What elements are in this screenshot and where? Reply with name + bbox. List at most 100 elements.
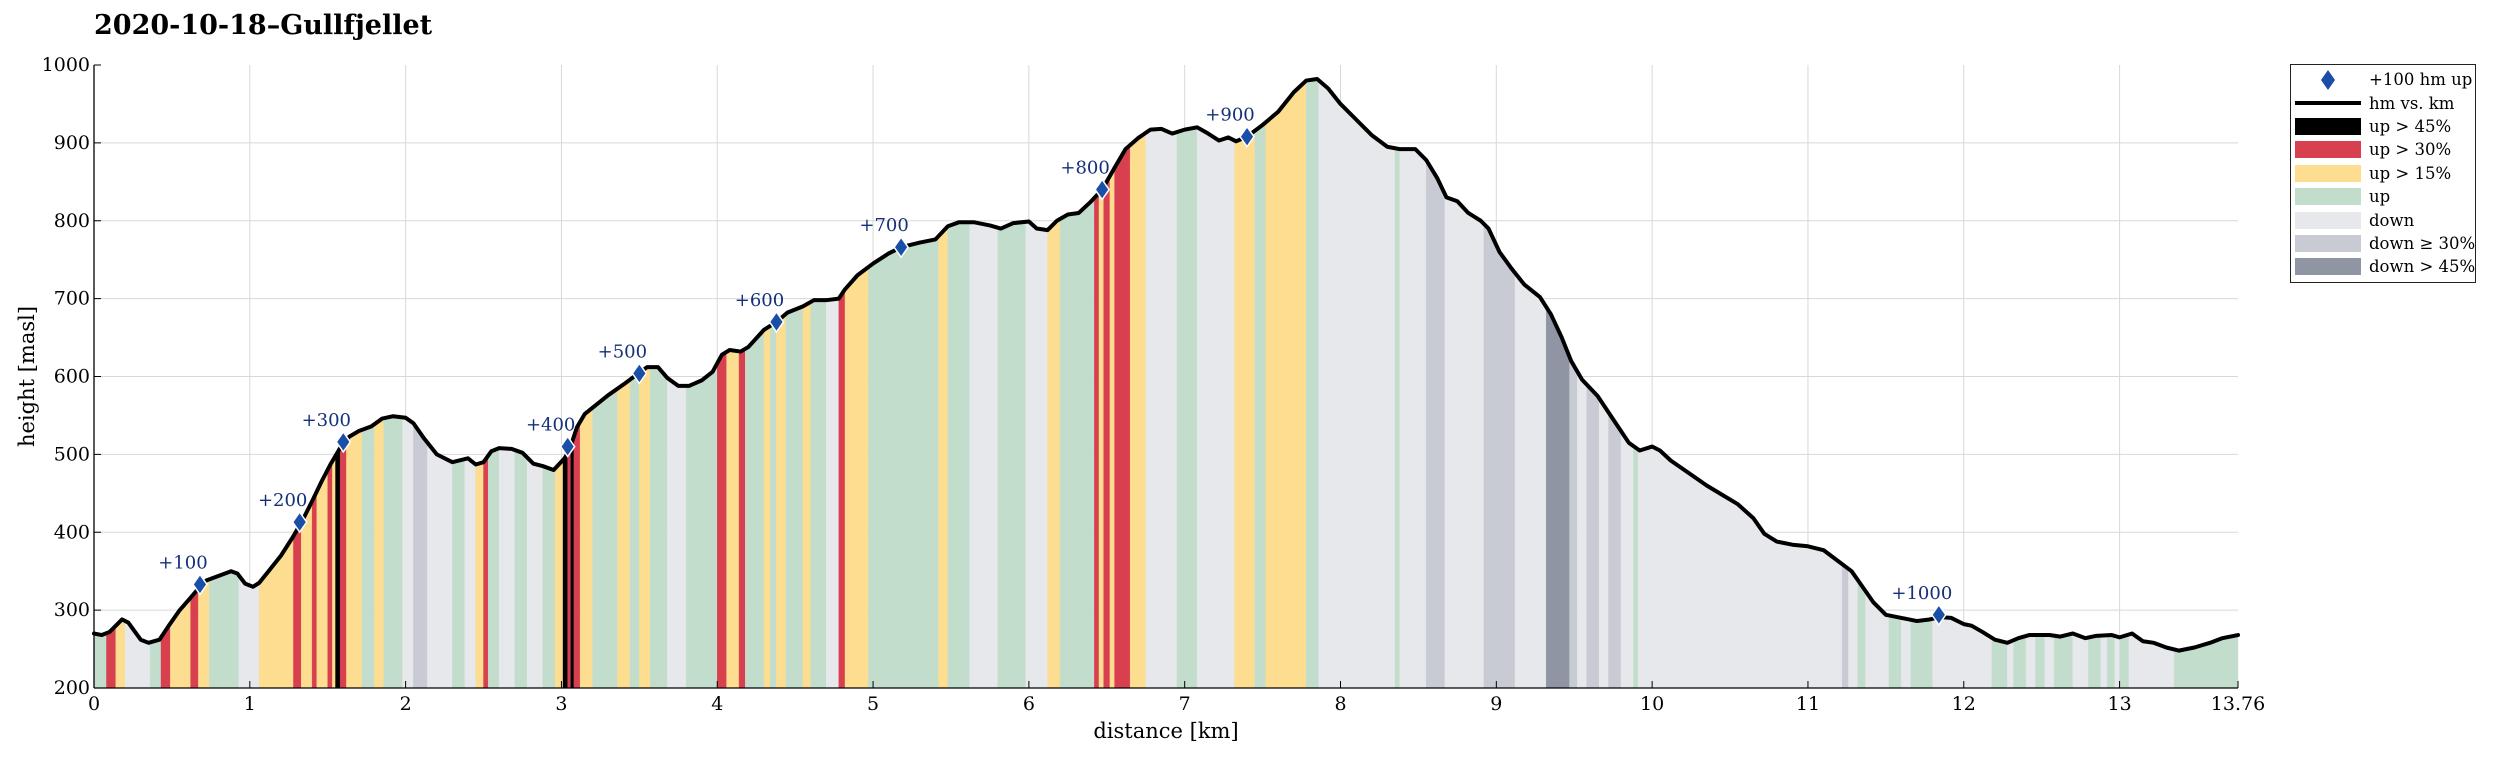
segment-up [514, 449, 528, 689]
marker-label: +900 [1205, 105, 1254, 126]
segment-up-30 [1103, 175, 1111, 689]
segment-up-30 [106, 625, 117, 689]
segment-up [1910, 619, 1921, 689]
elevation-line [92, 77, 2240, 653]
segment-up [1075, 197, 1095, 689]
segment-up [868, 235, 939, 689]
segment-up-15 [555, 459, 564, 689]
segment-down-30 [413, 422, 428, 689]
segment-up-30 [1114, 144, 1131, 689]
segment-up-30 [311, 491, 318, 689]
x-tick-label: 11 [1796, 693, 1820, 715]
segment-up [488, 447, 500, 689]
x-tick-label: 8 [1334, 693, 1346, 715]
segment-up [2088, 635, 2102, 689]
legend-label: up > 45% [2369, 116, 2452, 136]
segment-down [2025, 634, 2036, 689]
segment-up-15 [1234, 130, 1256, 689]
legend-item: hm vs. km [2291, 91, 2475, 114]
segment-down [1848, 568, 1859, 689]
segment-up-15 [316, 469, 328, 689]
marker-diamond [631, 362, 648, 385]
segment-up [1857, 579, 1866, 689]
legend-label: down [2369, 210, 2415, 230]
segment-up-15 [374, 417, 385, 689]
x-tick-label: 13.76 [2211, 693, 2265, 715]
legend-item: down > 45% [2291, 255, 2475, 278]
segment-up [997, 221, 1026, 689]
legend-line-swatch [2295, 95, 2361, 112]
segment-up-15 [198, 579, 210, 689]
legend-swatch-up [2295, 188, 2361, 206]
marker-label: +300 [302, 410, 351, 431]
segment-up-15 [346, 429, 363, 689]
segment-up-45 [335, 447, 341, 689]
segment-down [1577, 370, 1587, 689]
marker-diamond [1094, 178, 1111, 201]
segment-up [542, 465, 556, 689]
segment-up [592, 388, 618, 689]
segment-up [1394, 147, 1400, 689]
legend-label: up > 30% [2369, 140, 2452, 160]
segment-down [2072, 633, 2089, 689]
legend-swatch-up-15 [2295, 164, 2361, 182]
segment-down [2007, 639, 2014, 689]
legend-swatch-up-45 [2295, 117, 2361, 135]
marker-label: +500 [598, 341, 647, 362]
segment-up [2013, 635, 2027, 689]
y-tick-label: 400 [54, 521, 90, 543]
legend-label: down > 45% [2369, 257, 2476, 277]
x-tick-label: 6 [1023, 693, 1035, 715]
segment-down [238, 574, 260, 689]
segment-up [452, 458, 466, 689]
marker-diamond [192, 573, 208, 596]
segment-down-30 [1426, 159, 1446, 689]
segment-down [1196, 126, 1235, 689]
segment-down [1145, 128, 1178, 689]
segment-down [1318, 79, 1396, 689]
y-tick-label: 200 [54, 677, 90, 699]
segment-up [2119, 634, 2130, 689]
legend-item: down ≥ 30% [2291, 232, 2475, 255]
legend-marker-icon [2295, 69, 2361, 90]
segment-down [526, 457, 543, 689]
y-axis-label: height [masl] [15, 306, 39, 447]
segment-up [2053, 633, 2074, 689]
legend-item: down [2291, 208, 2475, 231]
legend-item: +100 hm up [2291, 68, 2475, 91]
elevation-profile-plot: 0 1 2 3 4 5 6 7 8 9 10 11 12 13 13.7620030040050060070… [15, 54, 2265, 743]
segment-down [402, 417, 414, 689]
marker-label: +100 [158, 552, 207, 573]
marker-label: +800 [1060, 158, 1109, 179]
segment-down-30 [1842, 563, 1849, 689]
segment-up-30 [293, 521, 302, 689]
marker-diamond [335, 430, 352, 454]
legend: +100 hm up hm vs. km up > 45% up > 30% up > … [2290, 64, 2476, 283]
segment-down [464, 458, 476, 689]
legend-label: up > 15% [2369, 163, 2452, 183]
segment-up [947, 222, 970, 689]
x-tick-label: 12 [1952, 693, 1976, 715]
segment-up-30 [717, 351, 727, 689]
segment-up [685, 363, 718, 689]
x-tick-label: 7 [1179, 693, 1191, 715]
segment-down [1025, 221, 1048, 689]
segment-up [149, 636, 162, 689]
y-tick-label: 1000 [42, 54, 90, 76]
segment-up-15 [617, 379, 631, 689]
y-tick-label: 900 [54, 132, 90, 154]
legend-item: up > 45% [2291, 115, 2475, 138]
segment-down [2114, 635, 2120, 689]
segment-down [427, 442, 453, 689]
segment-down-45 [1545, 306, 1570, 689]
segment-up [1306, 78, 1319, 689]
segment-down-30 [1608, 411, 1622, 689]
segment-up-30 [738, 348, 746, 689]
segment-up [1176, 127, 1198, 689]
segment-up [93, 632, 107, 689]
segment-up-15 [1129, 132, 1146, 689]
legend-swatch-down [2295, 211, 2361, 229]
legend-swatch-down-30 [2295, 234, 2361, 252]
segment-up-15 [301, 501, 313, 689]
segment-up [2106, 634, 2116, 689]
